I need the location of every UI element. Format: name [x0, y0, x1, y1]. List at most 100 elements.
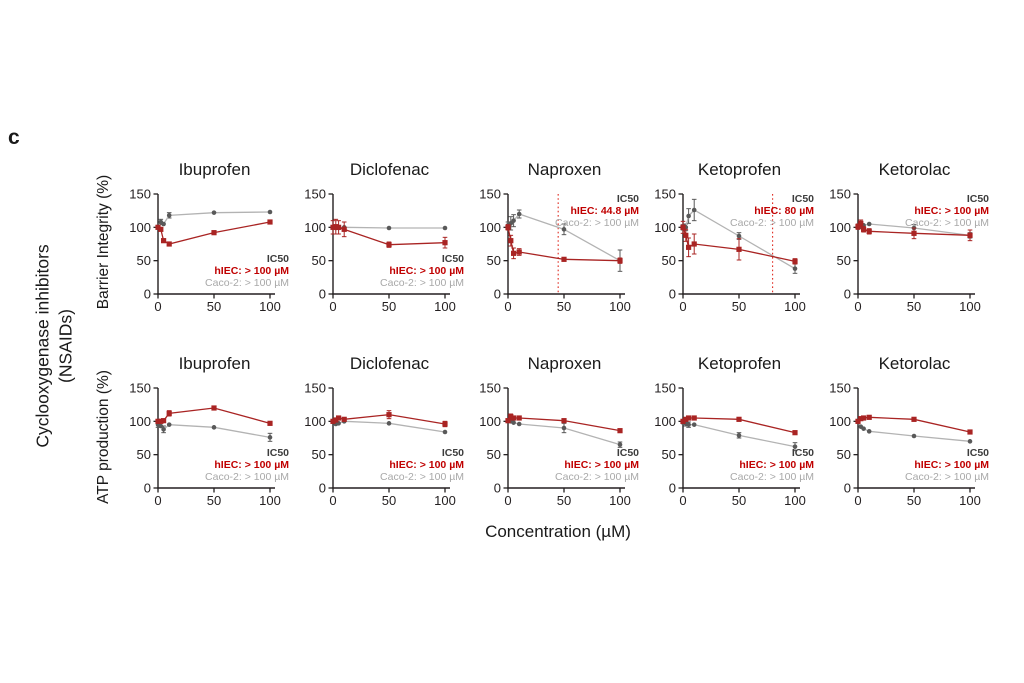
- svg-text:0: 0: [144, 287, 151, 302]
- svg-text:100: 100: [959, 299, 981, 314]
- ic50-caco2-value: Caco-2: > 100 µM: [555, 471, 639, 483]
- svg-text:150: 150: [129, 381, 151, 396]
- hiec-data-point: [686, 415, 692, 421]
- caco2-data-point: [166, 422, 172, 427]
- svg-text:150: 150: [479, 187, 501, 202]
- svg-text:50: 50: [907, 299, 921, 314]
- chart-panel-diclofenac: Diclofenac 0 50 100 150 0 50 100 IC50 hIEC: > 100…: [297, 158, 468, 319]
- svg-text:50: 50: [662, 253, 676, 268]
- caco2-data-point: [736, 433, 742, 438]
- svg-text:100: 100: [479, 220, 501, 235]
- hiec-data-point: [442, 240, 448, 246]
- svg-text:100: 100: [609, 493, 631, 508]
- chart-panel-naproxen: Naproxen 0 50 100 150 0 50 100 IC50 hIEC: 44.8 µM…: [472, 158, 643, 319]
- hiec-data-point: [161, 418, 167, 424]
- hiec-data-point: [792, 430, 798, 436]
- svg-text:150: 150: [304, 381, 326, 396]
- hiec-data-point: [866, 414, 872, 420]
- ic50-hiec-value: hIEC: > 100 µM: [739, 459, 814, 471]
- svg-text:150: 150: [304, 187, 326, 202]
- svg-text:0: 0: [329, 299, 336, 314]
- chart-panel-ketorolac: Ketorolac 0 50 100 150 0 50 100 IC50 hIEC: > 100 …: [822, 158, 993, 319]
- ic50-hiec-value: hIEC: > 100 µM: [389, 265, 464, 277]
- hiec-data-point: [511, 415, 517, 421]
- hiec-data-point: [516, 249, 522, 255]
- caco2-data-point: [792, 266, 798, 271]
- svg-text:100: 100: [434, 493, 456, 508]
- caco2-data-point: [561, 227, 567, 232]
- hiec-data-point: [792, 258, 798, 264]
- svg-text:100: 100: [129, 414, 151, 429]
- svg-text:0: 0: [329, 493, 336, 508]
- ic50-caco2-value: Caco-2: > 100 µM: [905, 471, 989, 483]
- svg-text:0: 0: [319, 481, 326, 496]
- y-axis-label-barrier-integrity: Barrier Integrity (%): [95, 174, 112, 310]
- hiec-data-point: [336, 415, 342, 421]
- ic50-heading: IC50: [617, 193, 639, 205]
- hiec-data-point: [341, 416, 347, 422]
- hiec-data-point: [386, 242, 392, 248]
- drug-class-label: Cyclooxygenase inhibitors (NSAIDs): [31, 244, 77, 447]
- caco2-data-point: [161, 427, 166, 432]
- chart-title: Ibuprofen: [178, 160, 251, 179]
- svg-text:0: 0: [504, 299, 511, 314]
- svg-text:0: 0: [154, 493, 161, 508]
- ic50-hiec-value: hIEC: > 100 µM: [914, 459, 989, 471]
- ic50-caco2-value: Caco-2: > 100 µM: [205, 277, 289, 289]
- svg-text:50: 50: [662, 447, 676, 462]
- ic50-hiec-value: hIEC: > 100 µM: [214, 459, 289, 471]
- hiec-data-point: [508, 238, 514, 244]
- ic50-caco2-value: Caco-2: > 100 µM: [205, 471, 289, 483]
- chart-panel-diclofenac: Diclofenac 0 50 100 150 0 50 100 IC50 hIEC: > 100…: [297, 352, 468, 513]
- hiec-data-point: [161, 238, 167, 244]
- svg-text:100: 100: [304, 414, 326, 429]
- hiec-data-point: [617, 428, 623, 434]
- svg-text:0: 0: [494, 481, 501, 496]
- caco2-data-point: [516, 421, 522, 427]
- caco2-data-point: [736, 233, 742, 239]
- hiec-data-point: [686, 244, 692, 250]
- svg-text:50: 50: [907, 493, 921, 508]
- svg-text:100: 100: [654, 414, 676, 429]
- caco2-data-point: [691, 207, 697, 213]
- hiec-data-point: [333, 224, 339, 230]
- svg-text:50: 50: [732, 493, 746, 508]
- svg-text:150: 150: [654, 187, 676, 202]
- svg-text:50: 50: [207, 493, 221, 508]
- svg-text:150: 150: [479, 381, 501, 396]
- svg-text:150: 150: [129, 187, 151, 202]
- hiec-data-point: [911, 230, 917, 236]
- hiec-data-point: [680, 418, 686, 424]
- hiec-data-point: [166, 410, 172, 416]
- panel-row-barrier-integrity: Ibuprofen 0 50 100 150 0 50 100 IC50 hIEC: > 100 …: [122, 158, 993, 319]
- svg-text:50: 50: [837, 447, 851, 462]
- svg-text:150: 150: [829, 381, 851, 396]
- svg-text:50: 50: [207, 299, 221, 314]
- ic50-heading: IC50: [617, 447, 639, 459]
- svg-text:150: 150: [829, 187, 851, 202]
- ic50-caco2-value: Caco-2: > 100 µM: [730, 217, 814, 229]
- x-axis-label: Concentration (µM): [485, 522, 631, 541]
- caco2-data-point: [161, 221, 166, 227]
- chart-title: Diclofenac: [349, 354, 430, 373]
- caco2-data-point: [442, 429, 448, 435]
- caco2-data-point: [686, 213, 691, 219]
- svg-text:50: 50: [312, 447, 326, 462]
- caco2-data-point: [686, 422, 691, 427]
- ic50-caco2-value: Caco-2: > 100 µM: [555, 217, 639, 229]
- ic50-heading: IC50: [967, 193, 989, 205]
- hiec-data-point: [155, 418, 161, 424]
- ic50-heading: IC50: [792, 193, 814, 205]
- svg-text:0: 0: [154, 299, 161, 314]
- caco2-data-point: [267, 209, 273, 215]
- svg-text:150: 150: [654, 381, 676, 396]
- svg-text:0: 0: [494, 287, 501, 302]
- ic50-hiec-value: hIEC: > 100 µM: [564, 459, 639, 471]
- chart-panel-ketoprofen: Ketoprofen 0 50 100 150 0 50 100 IC50 hIEC: > 100…: [647, 352, 818, 513]
- hiec-data-point: [158, 226, 164, 232]
- caco2-data-point: [911, 433, 917, 439]
- panel-letter: c: [8, 126, 20, 149]
